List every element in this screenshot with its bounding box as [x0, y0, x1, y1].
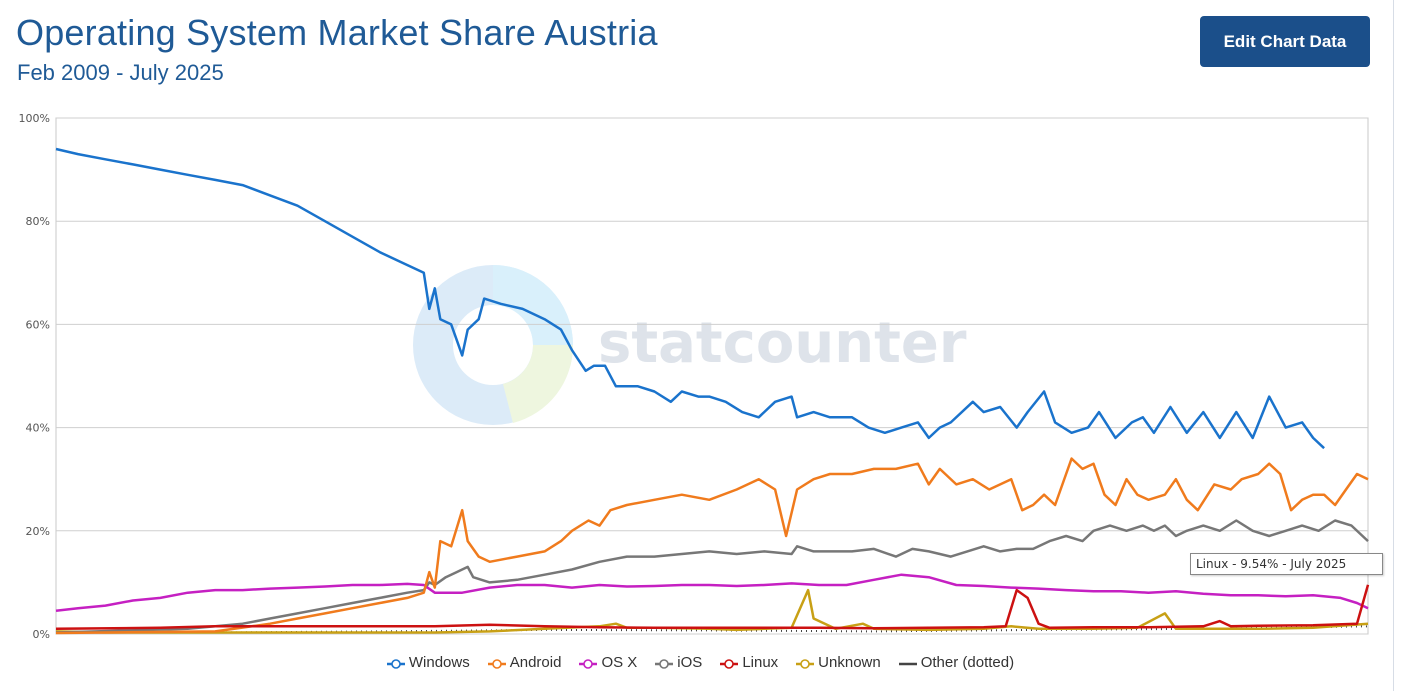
legend-label: Other (dotted)	[920, 654, 1015, 671]
legend-line-icon	[898, 662, 917, 666]
y-tick-label: 0%	[33, 628, 50, 641]
page-title: Operating System Market Share Austria	[16, 12, 658, 53]
legend-label: OS X	[601, 654, 638, 671]
series-line-os-x[interactable]	[55, 573, 1369, 613]
legend-circle-icon	[487, 659, 506, 669]
plot-frame	[55, 117, 1369, 635]
series-line-windows[interactable]	[55, 147, 1325, 450]
legend-circle-icon	[579, 659, 598, 669]
y-axis: 0% 20% 40% 60% 80% 100%	[19, 112, 50, 641]
legend-item-windows[interactable]: Windows	[386, 654, 470, 671]
legend-circle-icon	[386, 659, 405, 669]
legend-item-os-x[interactable]: OS X	[579, 654, 637, 671]
series-line-ios[interactable]	[55, 519, 1369, 634]
y-tick-label: 60%	[26, 318, 50, 331]
watermark-text: statcounter	[598, 311, 967, 376]
legend-circle-icon	[796, 659, 815, 669]
y-tick-label: 100%	[19, 112, 50, 125]
series-layer	[55, 147, 1370, 635]
series-line-linux[interactable]	[55, 584, 1370, 631]
legend-label: Linux	[742, 654, 779, 671]
legend-item-linux[interactable]: Linux	[720, 654, 778, 671]
legend-item-other-dotted[interactable]: Other (dotted)	[898, 654, 1015, 671]
y-tick-label: 80%	[26, 215, 50, 228]
edit-chart-data-button[interactable]: Edit Chart Data	[1200, 16, 1370, 67]
y-tick-label: 40%	[26, 422, 50, 435]
legend-circle-icon	[655, 659, 674, 669]
series-line-android[interactable]	[55, 457, 1369, 635]
legend-label: Windows	[408, 654, 470, 671]
chart-legend: Windows Android OS X iOS Linux Unknown Other (…	[0, 654, 1401, 671]
chart-tooltip: Linux - 9.54% - July 2025	[1190, 553, 1383, 575]
chart-grid	[55, 117, 1369, 635]
legend-item-ios[interactable]: iOS	[655, 654, 702, 671]
legend-label: Android	[509, 654, 562, 671]
legend-label: Unknown	[818, 654, 881, 671]
legend-item-unknown[interactable]: Unknown	[796, 654, 881, 671]
page-subtitle: Feb 2009 - July 2025	[17, 60, 224, 85]
legend-label: iOS	[677, 654, 703, 671]
legend-circle-icon	[720, 659, 739, 669]
statcounter-watermark: statcounter	[413, 265, 967, 425]
legend-item-android[interactable]: Android	[487, 654, 562, 671]
y-tick-label: 20%	[26, 525, 50, 538]
